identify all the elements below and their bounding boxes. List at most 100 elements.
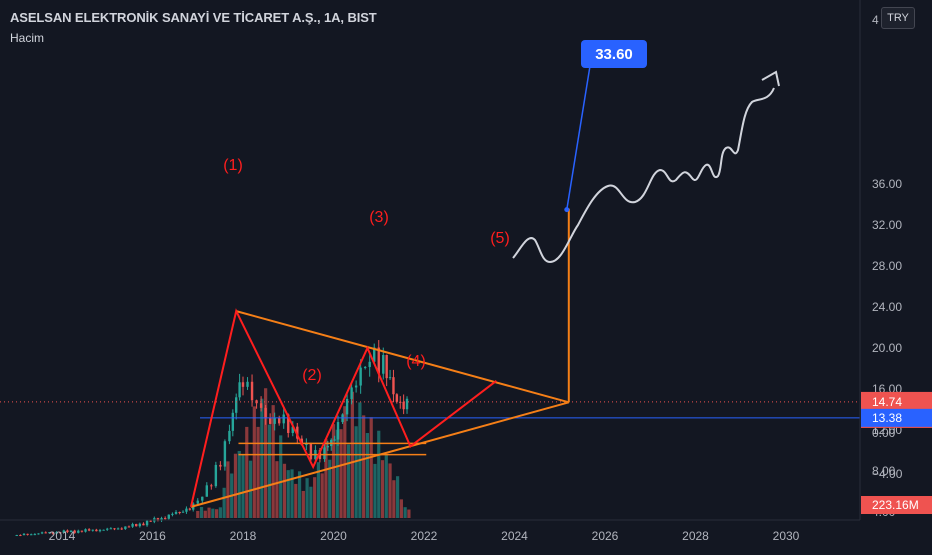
candle-body [235,397,238,413]
volume-bar [305,478,309,518]
y-tick-label: 28.00 [872,259,902,273]
candle-body [33,534,37,536]
candle-body [326,446,330,448]
candle-body [163,518,167,520]
candle-body [238,382,241,398]
volume-bar [373,463,377,518]
candle-body [228,430,231,442]
candle-body [95,529,98,532]
candle-body [138,523,142,527]
volume-bar [335,429,339,518]
candle-body [87,529,91,531]
candle-body [405,398,409,410]
candle-body [388,377,392,379]
candle-body [178,511,181,513]
volume-bar [286,470,290,518]
x-tick-label: 2028 [682,529,709,543]
candle-body [174,511,178,514]
volume-bar [297,471,302,518]
x-tick-label: 2014 [49,529,76,543]
projected-path [512,87,775,264]
candle-body [131,524,134,527]
volume-bar [313,477,317,518]
price-axis-bg [860,0,932,550]
candle-body [149,520,152,522]
y-tick-label: 8.00 [872,464,896,478]
volume-bar [260,398,264,518]
volume-bar [331,424,336,518]
volume-bar [207,507,211,518]
candle-body [377,347,380,374]
volume-bar [354,426,358,518]
candle-body [219,464,222,467]
volume-indicator-label[interactable]: Hacim [10,31,45,45]
candle-body [188,508,192,510]
projected-path-arrowhead [761,70,780,87]
volume-bar [399,499,403,518]
wave-label-4: (4) [406,353,426,370]
candle-body [66,530,69,533]
volume-bar [271,405,275,518]
volume-bar [233,453,238,518]
volume-bar [346,444,351,518]
y-tick-label: −4.00 [872,467,903,481]
candle-body [160,518,163,521]
candle-body [309,443,313,460]
candle-body [185,508,188,512]
last-price-value: 14.74 [872,395,902,409]
volume-bar [380,460,385,518]
wave-label-3: (3) [369,209,389,226]
y-tick-label: 36.00 [872,177,902,191]
wave-label-1: (1) [223,157,243,174]
y-tick-label: 20.00 [872,341,902,355]
x-tick-label: 2020 [320,529,347,543]
candle-body [73,530,76,533]
candle-body [336,422,340,440]
candle-body [98,530,102,532]
candle-body [345,399,349,415]
candle-body [167,514,170,519]
candle-body [246,381,249,387]
candle-body [51,532,55,534]
candle-body [106,528,109,530]
x-tick-label: 2016 [139,529,166,543]
volume-bar [267,424,271,518]
candle-body [385,354,388,379]
currency-button[interactable]: TRY [881,7,915,29]
candle-body [363,367,367,369]
wave-label-2: (2) [302,367,322,384]
candle-body [223,441,227,467]
y-tick-label-top: 4 [872,13,879,27]
candle-body [287,414,290,433]
candle-body [55,532,58,534]
target-callout-label: 33.60 [595,46,633,63]
volume-bar [320,473,324,518]
candle-body [127,526,131,528]
volume-bar [396,476,400,518]
volume-bar [403,507,407,518]
volume-tag [861,496,932,514]
volume-bar [407,509,411,518]
x-tick-label: 2024 [501,529,528,543]
target-callout-pointer [566,65,591,210]
volume-bar [199,507,204,518]
y-tick-label: 32.00 [872,218,902,232]
candle-body [201,496,204,501]
candle-body [323,447,326,460]
volume-bar [256,426,260,518]
candle-body [145,520,149,526]
volume-bar [328,459,332,518]
candle-body [109,528,113,530]
candle-body [273,418,276,424]
volume-bar [377,430,381,518]
candle-body [116,528,120,530]
volume-bar [282,463,287,518]
volume-bar [369,417,373,518]
candle-body [395,394,399,402]
volume-bar [362,415,366,518]
candle-body [30,534,33,536]
volume-bar [275,461,279,518]
candle-body [77,530,80,533]
